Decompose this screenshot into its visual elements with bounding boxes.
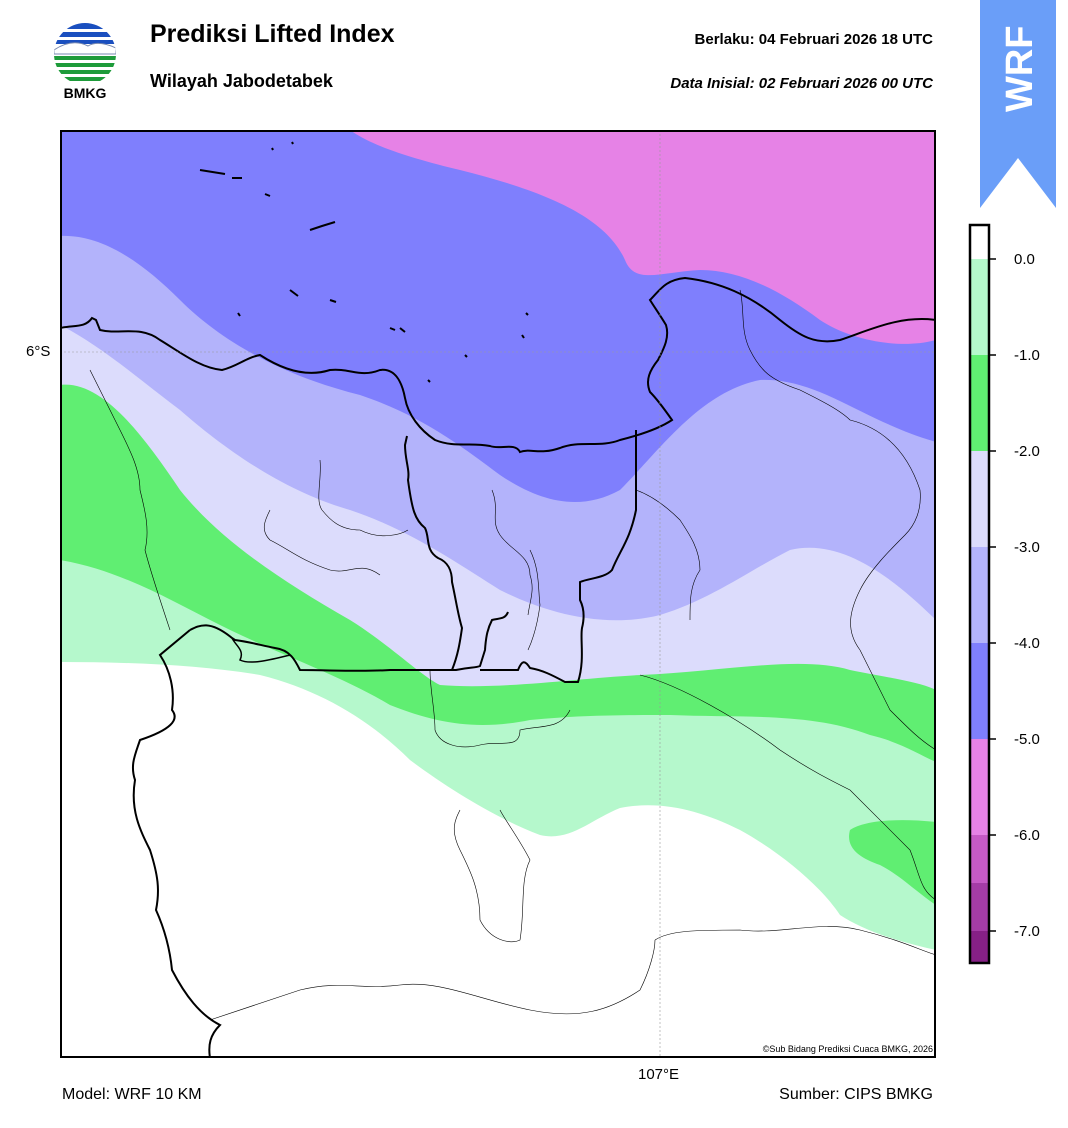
- lon-label: 107°E: [638, 1066, 680, 1083]
- model-label: Model: WRF 10 KM: [62, 1086, 202, 1103]
- colorbar-tick-label: -6.0: [1014, 827, 1040, 844]
- bmkg-logo-icon: [54, 23, 116, 81]
- source-label: Sumber: CIPS BMKG: [779, 1086, 933, 1103]
- logo-text: BMKG: [63, 85, 107, 101]
- colorbar-tick-label: -1.0: [1014, 347, 1040, 364]
- regency-borders: [89, 289, 934, 1021]
- page-title: Prediksi Lifted Index: [150, 20, 395, 48]
- colorbar-segment: [970, 883, 989, 931]
- colorbar-ticks: 0.0 -1.0 -2.0 -3.0 -4.0 -5.0 -6.0 -7.0: [989, 251, 1040, 940]
- province-border-banten: [403, 435, 509, 671]
- colorbar-tick-label: -4.0: [1014, 635, 1040, 652]
- province-border-jakarta-west: [480, 430, 637, 683]
- colorbar: 0.0 -1.0 -2.0 -3.0 -4.0 -5.0 -6.0 -7.0: [968, 223, 1040, 965]
- islands: [199, 141, 529, 383]
- colorbar-segments: [970, 225, 989, 963]
- province-border-inlet: [231, 637, 291, 663]
- colorbar-tick-label: -2.0: [1014, 443, 1040, 460]
- contour-band-positive: [62, 662, 934, 1056]
- colorbar-tick-label: -5.0: [1014, 731, 1040, 748]
- copyright-text: ©Sub Bidang Prediksi Cuaca BMKG, 2026: [762, 1044, 933, 1054]
- page-subtitle: Wilayah Jabodetabek: [150, 71, 333, 91]
- colorbar-tick-label: 0.0: [1014, 251, 1035, 268]
- colorbar-segment: [970, 835, 989, 883]
- contour-band-neg5-neg6: [352, 132, 934, 344]
- lat-label: 6°S: [26, 343, 51, 360]
- province-border-north: [189, 624, 452, 672]
- colorbar-segment: [970, 355, 989, 451]
- init-time: Data Inisial: 02 Februari 2026 00 UTC: [670, 75, 933, 92]
- colorbar-segment: [970, 225, 989, 259]
- colorbar-segment: [970, 643, 989, 739]
- colorbar-frame: [968, 223, 991, 965]
- colorbar-segment: [970, 739, 989, 835]
- lifted-index-map: [60, 130, 936, 1058]
- wrf-badge-text: WRF: [999, 25, 1041, 112]
- colorbar-segment: [970, 547, 989, 643]
- wrf-badge: WRF: [980, 0, 1056, 208]
- colorbar-tick-label: -3.0: [1014, 539, 1040, 556]
- contour-band-neg1-neg2-east: [849, 820, 934, 904]
- valid-time: Berlaku: 04 Februari 2026 18 UTC: [694, 31, 933, 48]
- colorbar-segment: [970, 931, 989, 963]
- colorbar-segment: [970, 451, 989, 547]
- map-frame: [60, 130, 936, 1058]
- colorbar-tick-label: -7.0: [1014, 923, 1040, 940]
- colorbar-segment: [970, 259, 989, 355]
- province-border-west: [131, 629, 222, 1056]
- coastline: [62, 276, 934, 454]
